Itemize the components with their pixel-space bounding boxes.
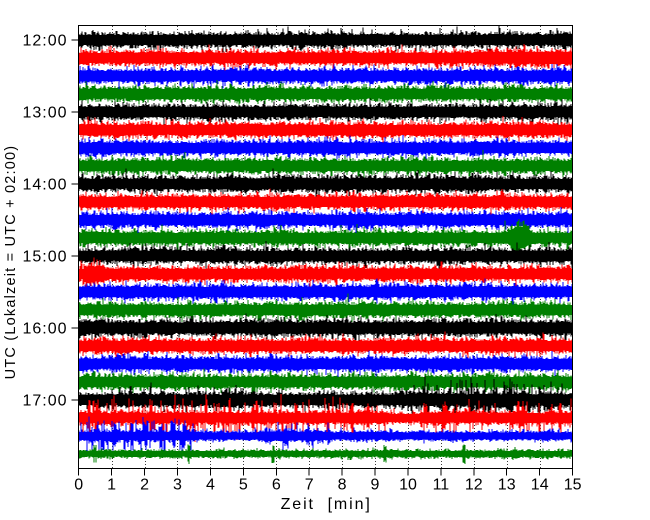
svg-text:16:00: 16:00 bbox=[22, 321, 67, 338]
svg-text:UTC (Lokalzeit = UTC + 02:00): UTC (Lokalzeit = UTC + 02:00) bbox=[3, 145, 19, 380]
svg-text:14:00: 14:00 bbox=[22, 177, 67, 194]
svg-text:4: 4 bbox=[206, 477, 215, 494]
svg-text:15: 15 bbox=[564, 477, 582, 494]
svg-text:3: 3 bbox=[173, 477, 182, 494]
svg-text:5: 5 bbox=[239, 477, 248, 494]
svg-text:13: 13 bbox=[498, 477, 516, 494]
svg-text:12:00: 12:00 bbox=[22, 33, 67, 50]
svg-text:Zeit [min]: Zeit [min] bbox=[281, 496, 372, 513]
svg-text:9: 9 bbox=[371, 477, 380, 494]
svg-text:2: 2 bbox=[140, 477, 149, 494]
svg-text:6: 6 bbox=[272, 477, 281, 494]
svg-text:10: 10 bbox=[399, 477, 417, 494]
svg-text:8: 8 bbox=[338, 477, 347, 494]
svg-text:1: 1 bbox=[107, 477, 116, 494]
svg-text:14: 14 bbox=[531, 477, 549, 494]
svg-text:15:00: 15:00 bbox=[22, 249, 67, 266]
svg-text:17:00: 17:00 bbox=[22, 393, 67, 410]
svg-text:11: 11 bbox=[433, 477, 450, 494]
svg-text:7: 7 bbox=[305, 477, 314, 494]
svg-text:13:00: 13:00 bbox=[22, 105, 67, 122]
svg-text:0: 0 bbox=[74, 477, 83, 494]
svg-text:12: 12 bbox=[465, 477, 483, 494]
